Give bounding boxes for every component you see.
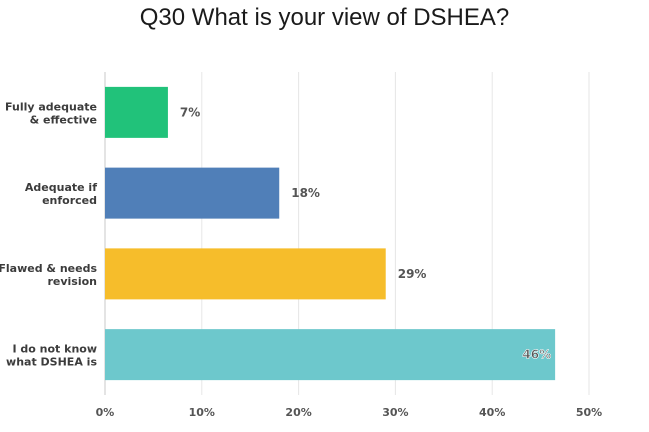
chart-title: Q30 What is your view of DSHEA? [139, 4, 510, 31]
bar [105, 329, 556, 381]
x-tick-label: 20% [285, 406, 311, 419]
category-label: Adequate if enforced [25, 181, 97, 207]
x-tick-label: 0% [96, 406, 115, 419]
data-label: 29% [398, 267, 427, 281]
x-tick-label: 50% [576, 406, 602, 419]
data-label: 7% [180, 105, 200, 119]
category-label: Fully adequate & effective [5, 100, 97, 126]
bar [105, 86, 168, 138]
bar [105, 167, 280, 219]
data-label: 18% [291, 186, 320, 200]
bar [105, 248, 386, 300]
x-tick-label: 30% [382, 406, 408, 419]
x-tick-label: 10% [189, 406, 215, 419]
x-tick-label: 40% [479, 406, 505, 419]
category-label: I do not know what DSHEA is [6, 343, 97, 369]
category-label: Flawed & needs revision [0, 262, 97, 288]
data-label: 46% [522, 348, 551, 362]
